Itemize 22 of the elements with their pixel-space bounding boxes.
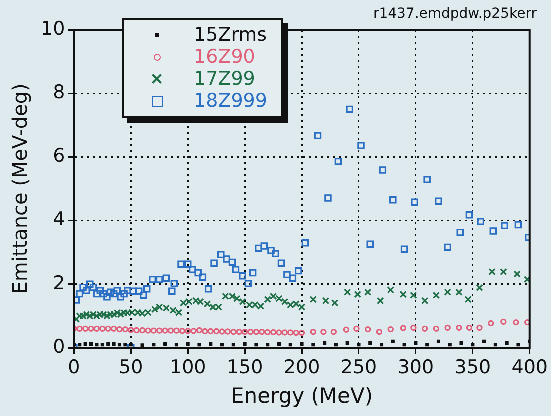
x-tick-label: 200 xyxy=(284,356,320,378)
x-tick-label: 250 xyxy=(340,356,378,378)
legend-label: 18Z999 xyxy=(194,90,268,112)
legend-label: 15Zrms xyxy=(194,24,268,46)
y-tick-label: 6 xyxy=(53,145,66,168)
x-tick-label: 400 xyxy=(512,356,548,378)
y-tick-label: 4 xyxy=(53,208,66,231)
x-tick-label: 150 xyxy=(226,356,264,378)
y-axis-title: Emittance (MeV-deg) xyxy=(8,84,32,294)
y-tick-label: 10 xyxy=(40,18,66,40)
legend-label: 16Z90 xyxy=(194,46,256,68)
x-tick-label: 0 xyxy=(68,356,80,378)
y-tick-label: 2 xyxy=(53,272,66,294)
x-tick-label: 100 xyxy=(170,356,206,378)
y-tick-label: 0 xyxy=(53,336,66,358)
y-tick-label: 8 xyxy=(53,82,66,104)
x-tick-label: 50 xyxy=(119,356,144,378)
x-tick-label: 300 xyxy=(398,356,434,378)
text: r1437.emdpdw.p25kerr xyxy=(373,6,537,22)
legend-label: 17Z99 xyxy=(194,68,256,90)
x-tick-label: 350 xyxy=(454,356,492,378)
x-axis-title: Energy (MeV) xyxy=(231,384,374,408)
